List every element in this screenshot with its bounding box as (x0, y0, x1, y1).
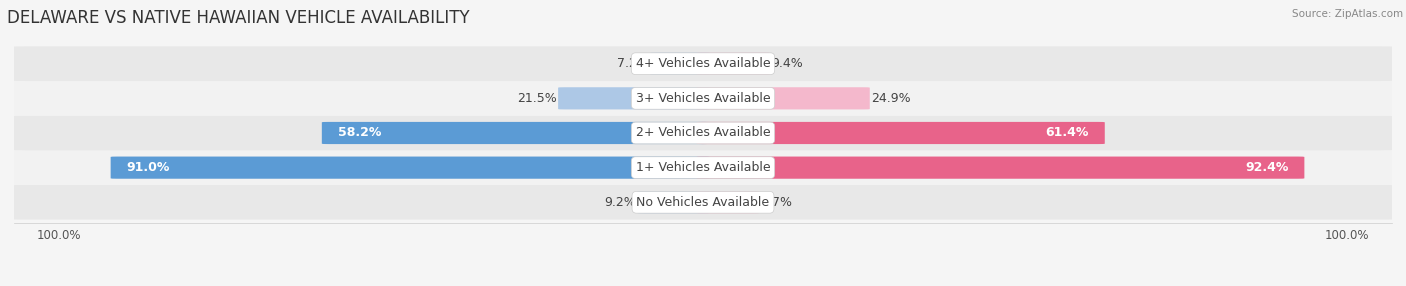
Text: 4+ Vehicles Available: 4+ Vehicles Available (636, 57, 770, 70)
Text: 9.2%: 9.2% (605, 196, 636, 209)
FancyBboxPatch shape (637, 191, 710, 213)
FancyBboxPatch shape (558, 87, 710, 110)
Text: 91.0%: 91.0% (127, 161, 170, 174)
Text: 3+ Vehicles Available: 3+ Vehicles Available (636, 92, 770, 105)
FancyBboxPatch shape (1, 116, 1405, 150)
FancyBboxPatch shape (322, 122, 710, 144)
FancyBboxPatch shape (696, 156, 1305, 179)
FancyBboxPatch shape (696, 53, 770, 75)
FancyBboxPatch shape (650, 53, 710, 75)
FancyBboxPatch shape (1, 150, 1405, 185)
Text: 1+ Vehicles Available: 1+ Vehicles Available (636, 161, 770, 174)
FancyBboxPatch shape (1, 46, 1405, 81)
Text: No Vehicles Available: No Vehicles Available (637, 196, 769, 209)
Text: 7.7%: 7.7% (761, 196, 793, 209)
Text: 9.4%: 9.4% (772, 57, 803, 70)
FancyBboxPatch shape (696, 122, 1105, 144)
Text: DELAWARE VS NATIVE HAWAIIAN VEHICLE AVAILABILITY: DELAWARE VS NATIVE HAWAIIAN VEHICLE AVAI… (7, 9, 470, 27)
Text: 92.4%: 92.4% (1244, 161, 1288, 174)
Text: Source: ZipAtlas.com: Source: ZipAtlas.com (1292, 9, 1403, 19)
FancyBboxPatch shape (696, 87, 870, 110)
Text: 21.5%: 21.5% (517, 92, 557, 105)
FancyBboxPatch shape (111, 156, 710, 179)
FancyBboxPatch shape (1, 185, 1405, 220)
Text: 7.2%: 7.2% (617, 57, 650, 70)
Text: 2+ Vehicles Available: 2+ Vehicles Available (636, 126, 770, 140)
FancyBboxPatch shape (1, 81, 1405, 116)
Text: 61.4%: 61.4% (1045, 126, 1088, 140)
Text: 58.2%: 58.2% (337, 126, 381, 140)
Text: 24.9%: 24.9% (872, 92, 911, 105)
FancyBboxPatch shape (696, 191, 759, 213)
